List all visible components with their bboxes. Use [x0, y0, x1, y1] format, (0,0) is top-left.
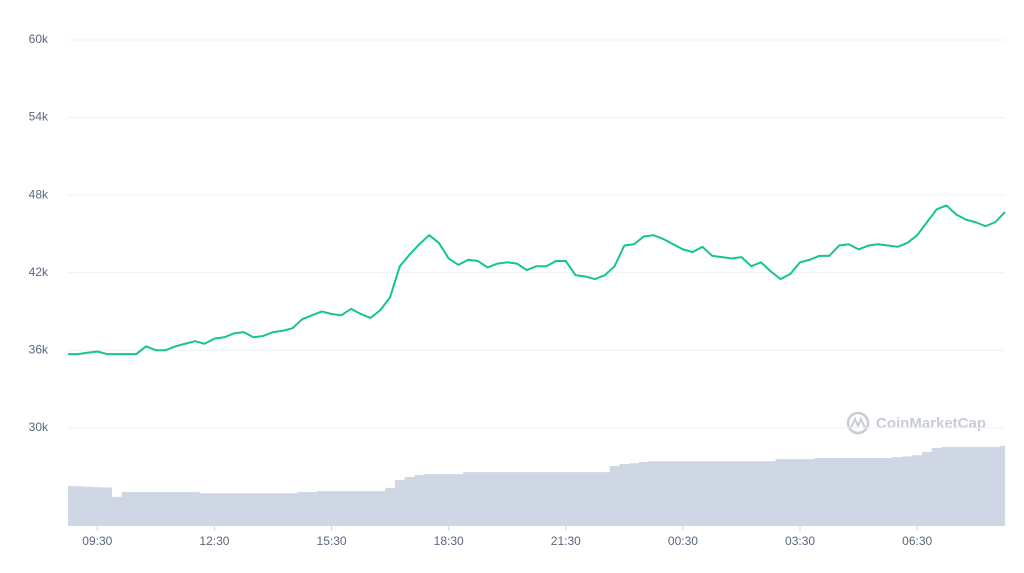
x-tick-label: 12:30 — [199, 534, 229, 548]
x-tick-label: 06:30 — [902, 534, 932, 548]
watermark-text: CoinMarketCap — [876, 415, 986, 432]
watermark: CoinMarketCap — [846, 411, 986, 435]
x-tick-label: 03:30 — [785, 534, 815, 548]
x-tick-label: 21:30 — [551, 534, 581, 548]
y-tick-label: 30k — [29, 420, 49, 434]
y-tick-label: 48k — [29, 187, 49, 201]
volume-area — [68, 445, 1005, 526]
x-tick-label: 15:30 — [317, 534, 347, 548]
y-tick-label: 60k — [29, 32, 49, 46]
y-tick-label: 42k — [29, 265, 49, 279]
y-tick-label: 54k — [29, 110, 49, 124]
x-tick-label: 18:30 — [434, 534, 464, 548]
y-tick-label: 36k — [29, 342, 49, 356]
x-tick-label: 00:30 — [668, 534, 698, 548]
price-line — [68, 204, 1006, 356]
x-tick-label: 09:30 — [82, 534, 112, 548]
